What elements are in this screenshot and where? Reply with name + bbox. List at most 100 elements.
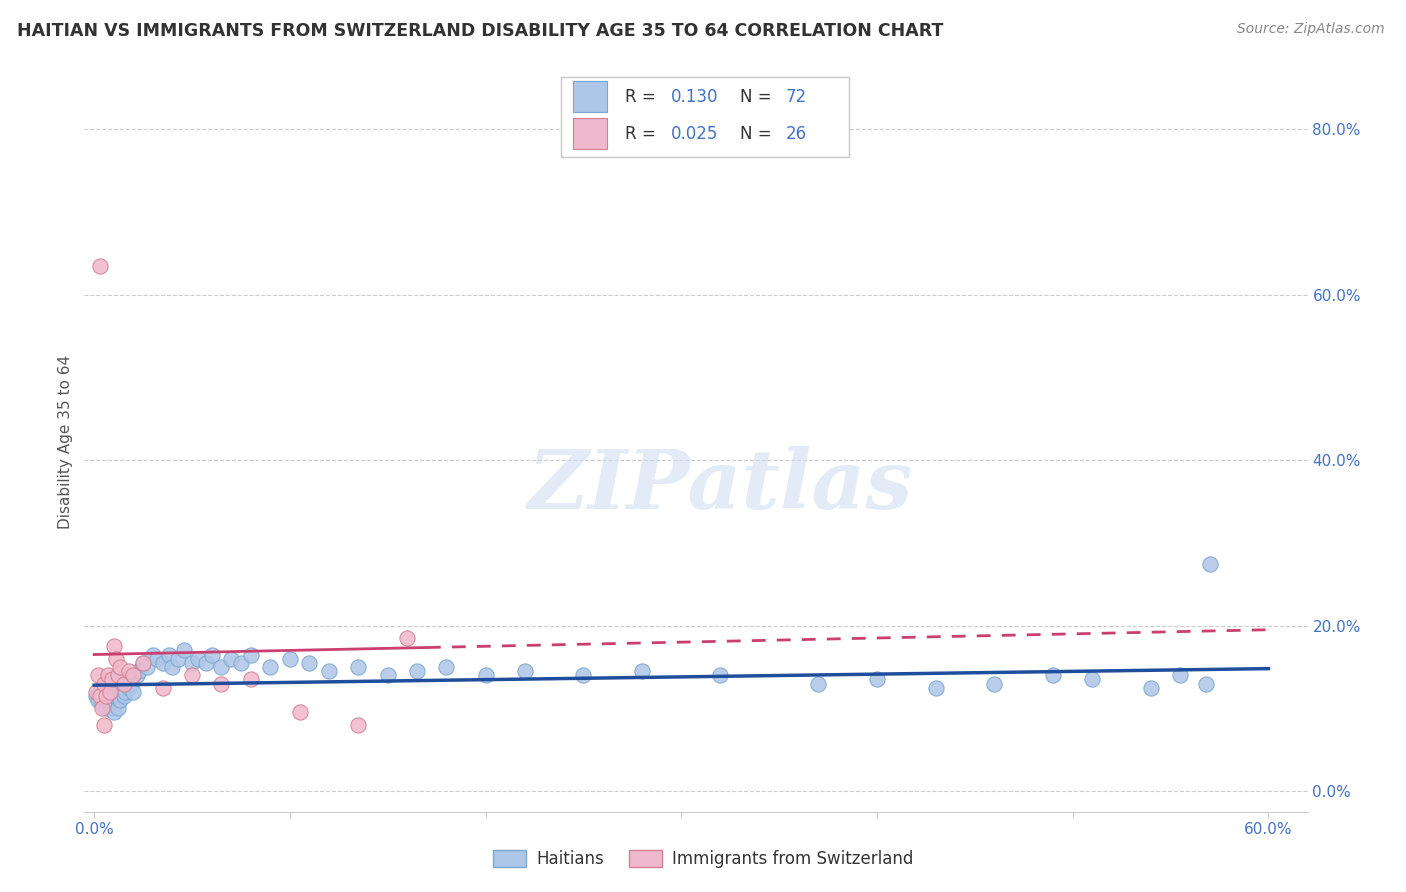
Point <box>259 660 281 674</box>
Point <box>89 685 111 699</box>
Point <box>122 685 145 699</box>
Point <box>572 668 595 682</box>
Point <box>107 693 129 707</box>
Point <box>89 259 111 273</box>
Point <box>1195 676 1218 690</box>
Point <box>631 664 654 678</box>
Point <box>84 685 107 699</box>
Point <box>103 697 125 711</box>
Point <box>93 676 115 690</box>
Point <box>298 656 321 670</box>
Point <box>127 668 149 682</box>
Point <box>112 689 135 703</box>
Point <box>103 706 125 720</box>
Point <box>347 718 370 732</box>
Point <box>194 656 217 670</box>
Point <box>100 701 122 715</box>
Point <box>142 648 165 662</box>
Point <box>1081 673 1104 687</box>
Point <box>152 681 174 695</box>
Point <box>112 676 135 690</box>
Point <box>229 656 252 670</box>
Point <box>377 668 399 682</box>
Point <box>91 697 114 711</box>
Point <box>187 651 209 665</box>
Point <box>93 718 115 732</box>
Point <box>91 681 114 695</box>
Point <box>103 640 125 654</box>
Point <box>181 656 204 670</box>
Point <box>1140 681 1163 695</box>
Point <box>157 648 180 662</box>
Point <box>167 651 190 665</box>
Point <box>132 656 155 670</box>
Text: Source: ZipAtlas.com: Source: ZipAtlas.com <box>1237 22 1385 37</box>
Point <box>112 676 135 690</box>
Point <box>91 701 114 715</box>
Point <box>396 631 419 645</box>
Legend: Haitians, Immigrants from Switzerland: Haitians, Immigrants from Switzerland <box>486 843 920 875</box>
Point <box>97 681 120 695</box>
Point <box>152 656 174 670</box>
Point <box>200 648 222 662</box>
Point <box>100 673 122 687</box>
Point <box>94 689 117 703</box>
Point <box>709 668 731 682</box>
Point <box>122 668 145 682</box>
Point <box>107 701 129 715</box>
Point <box>474 668 496 682</box>
Point <box>347 660 370 674</box>
Point <box>128 664 150 678</box>
Point <box>94 689 117 703</box>
Point <box>100 693 122 707</box>
Point <box>118 681 141 695</box>
Point <box>98 689 121 703</box>
Point <box>239 648 262 662</box>
Point <box>162 660 184 674</box>
Point <box>173 643 195 657</box>
Point <box>1170 668 1192 682</box>
Point <box>114 685 136 699</box>
Point <box>84 689 107 703</box>
Point <box>318 664 340 678</box>
Point <box>132 656 155 670</box>
Point <box>104 685 127 699</box>
Point <box>406 664 429 678</box>
Text: HAITIAN VS IMMIGRANTS FROM SWITZERLAND DISABILITY AGE 35 TO 64 CORRELATION CHART: HAITIAN VS IMMIGRANTS FROM SWITZERLAND D… <box>17 22 943 40</box>
Point <box>181 668 204 682</box>
Text: ZIPatlas: ZIPatlas <box>527 446 912 526</box>
Point <box>120 676 142 690</box>
Point <box>107 668 129 682</box>
Point <box>209 660 232 674</box>
Point <box>97 668 120 682</box>
Point <box>98 697 121 711</box>
Point <box>146 651 169 665</box>
Point <box>104 651 127 665</box>
Point <box>87 693 110 707</box>
Point <box>278 651 301 665</box>
Point <box>219 651 242 665</box>
Point <box>108 693 131 707</box>
Point <box>108 673 131 687</box>
Point <box>807 676 830 690</box>
Point <box>1042 668 1064 682</box>
Point <box>209 676 232 690</box>
Point <box>136 660 159 674</box>
Point <box>925 681 948 695</box>
Point <box>93 685 115 699</box>
Point <box>108 660 131 674</box>
Point <box>239 673 262 687</box>
Point <box>97 693 120 707</box>
Point <box>1198 557 1220 571</box>
Point <box>98 685 121 699</box>
Point <box>94 701 117 715</box>
Point <box>288 706 311 720</box>
Point <box>513 664 536 678</box>
Point <box>89 689 111 703</box>
Point <box>87 668 110 682</box>
Point <box>117 673 139 687</box>
Point <box>866 673 889 687</box>
Point <box>983 676 1005 690</box>
Point <box>93 693 115 707</box>
Point <box>118 664 141 678</box>
